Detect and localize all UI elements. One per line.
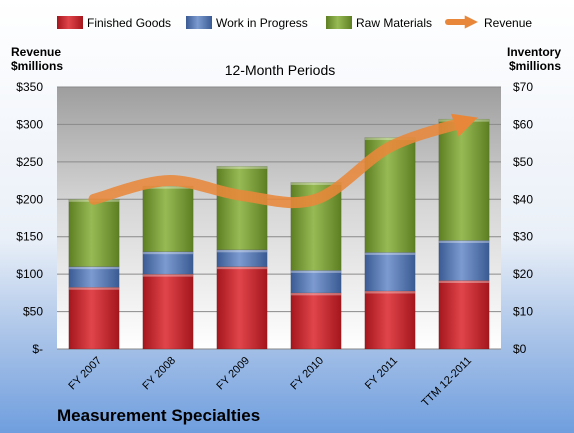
right-tick-label: $40 <box>513 192 533 206</box>
left-tick-label: $100 <box>16 267 43 281</box>
bar-work-in-progress <box>438 240 490 281</box>
right-tick-label: $30 <box>513 230 533 244</box>
bar-work-in-progress <box>142 251 194 275</box>
legend-label-work-in-progress: Work in Progress <box>216 16 308 30</box>
left-tick-label: $- <box>32 342 43 356</box>
bar-top-highlight <box>216 166 268 169</box>
bar-raw-materials <box>216 166 268 251</box>
revenue-line <box>88 113 478 209</box>
right-tick-label: $0 <box>513 342 527 356</box>
legend-label-raw-materials: Raw Materials <box>356 16 432 30</box>
bar-top-highlight <box>438 280 490 284</box>
bar-top-highlight <box>364 290 416 294</box>
bar-top-highlight <box>364 252 416 255</box>
bar-raw-materials <box>438 118 490 241</box>
bar-top-highlight <box>290 182 342 185</box>
gridlines <box>57 86 501 350</box>
bar-work-in-progress <box>364 252 416 292</box>
legend: Finished Goods Work in Progress Raw Mate… <box>57 15 532 30</box>
right-axis-label-line2: $millions <box>509 59 561 73</box>
right-tick-label: $70 <box>513 80 533 94</box>
bar-work-in-progress <box>216 249 268 267</box>
legend-label-finished-goods: Finished Goods <box>87 16 171 30</box>
bar-finished-goods <box>290 292 342 350</box>
bar-top-highlight <box>364 137 416 141</box>
bar-top-highlight <box>290 270 342 273</box>
bar-top-highlight <box>142 274 194 277</box>
bar-top-highlight <box>142 251 194 255</box>
right-axis-label-line1: Inventory <box>507 45 561 59</box>
bar-top-highlight <box>68 287 120 290</box>
bar-top-highlight <box>68 266 120 270</box>
left-axis-ticks: $- $50 $100 $150 $200 $250 $300 $350 <box>16 80 43 356</box>
legend-swatch-finished-goods <box>57 16 83 29</box>
legend-swatch-work-in-progress <box>186 16 212 29</box>
chart-subtitle: 12-Month Periods <box>225 62 336 78</box>
bar-finished-goods <box>438 280 490 350</box>
bar-raw-materials <box>142 185 194 252</box>
bar-top-highlight <box>216 249 268 253</box>
bar-work-in-progress <box>68 266 120 288</box>
bar-raw-materials <box>68 199 120 267</box>
left-axis-label-line1: Revenue <box>11 45 61 59</box>
bar-top-highlight <box>290 292 342 296</box>
bar-top-highlight <box>216 266 268 270</box>
left-tick-label: $150 <box>16 230 43 244</box>
bar-work-in-progress <box>290 270 342 294</box>
right-tick-label: $60 <box>513 117 533 131</box>
chart-title: Measurement Specialties <box>57 406 260 425</box>
right-axis-ticks: $0 $10 $20 $30 $40 $50 $60 $70 <box>513 80 533 356</box>
right-tick-label: $20 <box>513 267 533 281</box>
bar-finished-goods <box>216 266 268 350</box>
revenue-line-group <box>88 113 478 209</box>
left-tick-label: $350 <box>16 80 43 94</box>
bar-top-highlight <box>142 186 194 189</box>
left-tick-label: $200 <box>16 192 43 206</box>
right-tick-label: $50 <box>513 155 533 169</box>
left-tick-label: $300 <box>16 117 43 131</box>
bar-finished-goods <box>142 273 194 350</box>
left-axis-label-line2: $millions <box>11 59 63 73</box>
legend-swatch-raw-materials <box>326 16 352 29</box>
left-tick-label: $50 <box>23 305 43 319</box>
bar-top-highlight <box>438 240 490 243</box>
right-tick-label: $10 <box>513 305 533 319</box>
bar-finished-goods <box>364 290 416 350</box>
left-tick-label: $250 <box>16 155 43 169</box>
bar-finished-goods <box>68 286 120 350</box>
legend-label-revenue: Revenue <box>484 16 532 30</box>
